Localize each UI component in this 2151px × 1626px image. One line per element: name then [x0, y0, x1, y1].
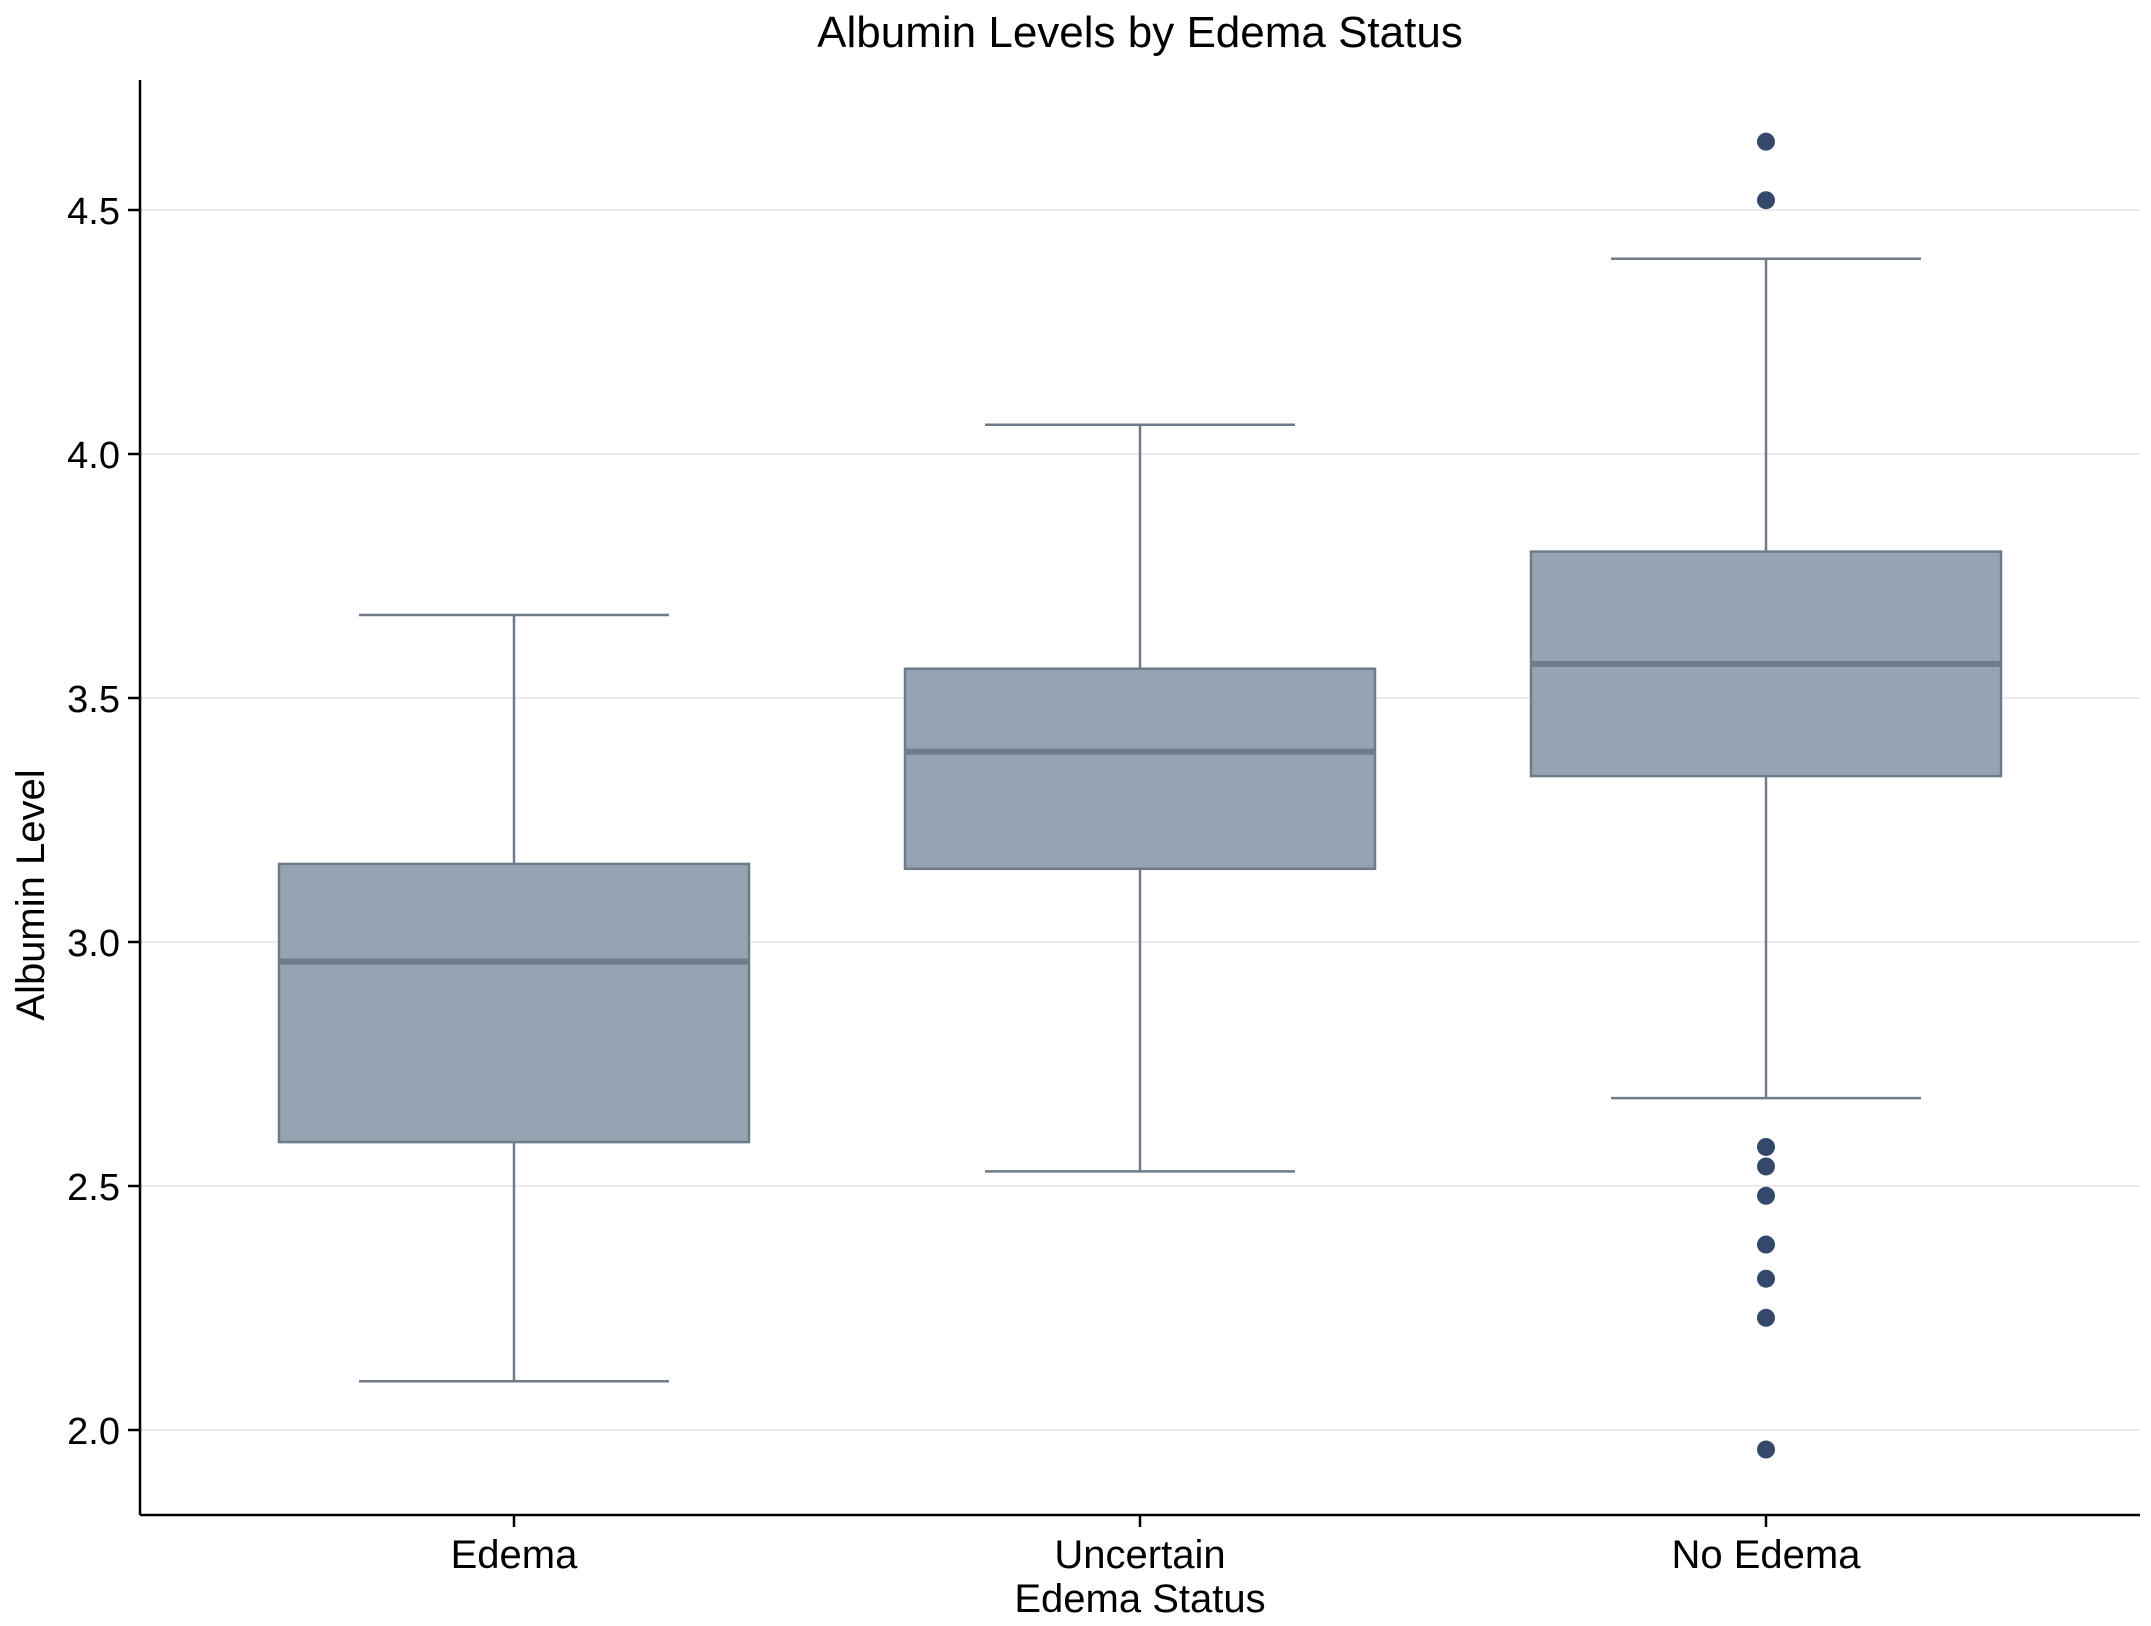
chart-title: Albumin Levels by Edema Status — [817, 8, 1463, 57]
x-tick-label: Uncertain — [1054, 1533, 1225, 1577]
y-tick-label: 3.5 — [67, 679, 120, 721]
outlier-point — [1757, 1157, 1775, 1176]
y-tick-label: 2.5 — [67, 1167, 120, 1209]
outlier-point — [1757, 132, 1775, 151]
outlier-point — [1757, 1440, 1775, 1459]
y-tick-label: 4.0 — [67, 435, 120, 477]
outlier-point — [1757, 1308, 1775, 1327]
outlier-point — [1757, 1269, 1775, 1288]
outlier-point — [1757, 191, 1775, 210]
y-tick-label: 4.5 — [67, 191, 120, 233]
x-tick-label: No Edema — [1672, 1533, 1862, 1577]
x-axis-label: Edema Status — [1014, 1577, 1265, 1621]
y-tick-label: 2.0 — [67, 1411, 120, 1453]
x-tick-label: Edema — [451, 1533, 578, 1577]
box-layer — [277, 132, 2003, 1459]
outlier-point — [1757, 1137, 1775, 1156]
axis-layer: 2.0 2.5 3.0 3.5 4.0 4.5 Edema Uncertain No Edema — [67, 80, 2140, 1577]
box-group-edema — [277, 613, 751, 1383]
box-group-no-edema — [1529, 132, 2003, 1459]
outlier-point — [1757, 1235, 1775, 1254]
box-iqr — [903, 667, 1377, 871]
box-iqr — [277, 862, 751, 1144]
y-axis-label: Albumin Level — [9, 769, 53, 1020]
y-tick-label: 3.0 — [67, 923, 120, 965]
box-group-uncertain — [903, 423, 1377, 1173]
outlier-point — [1757, 1186, 1775, 1205]
